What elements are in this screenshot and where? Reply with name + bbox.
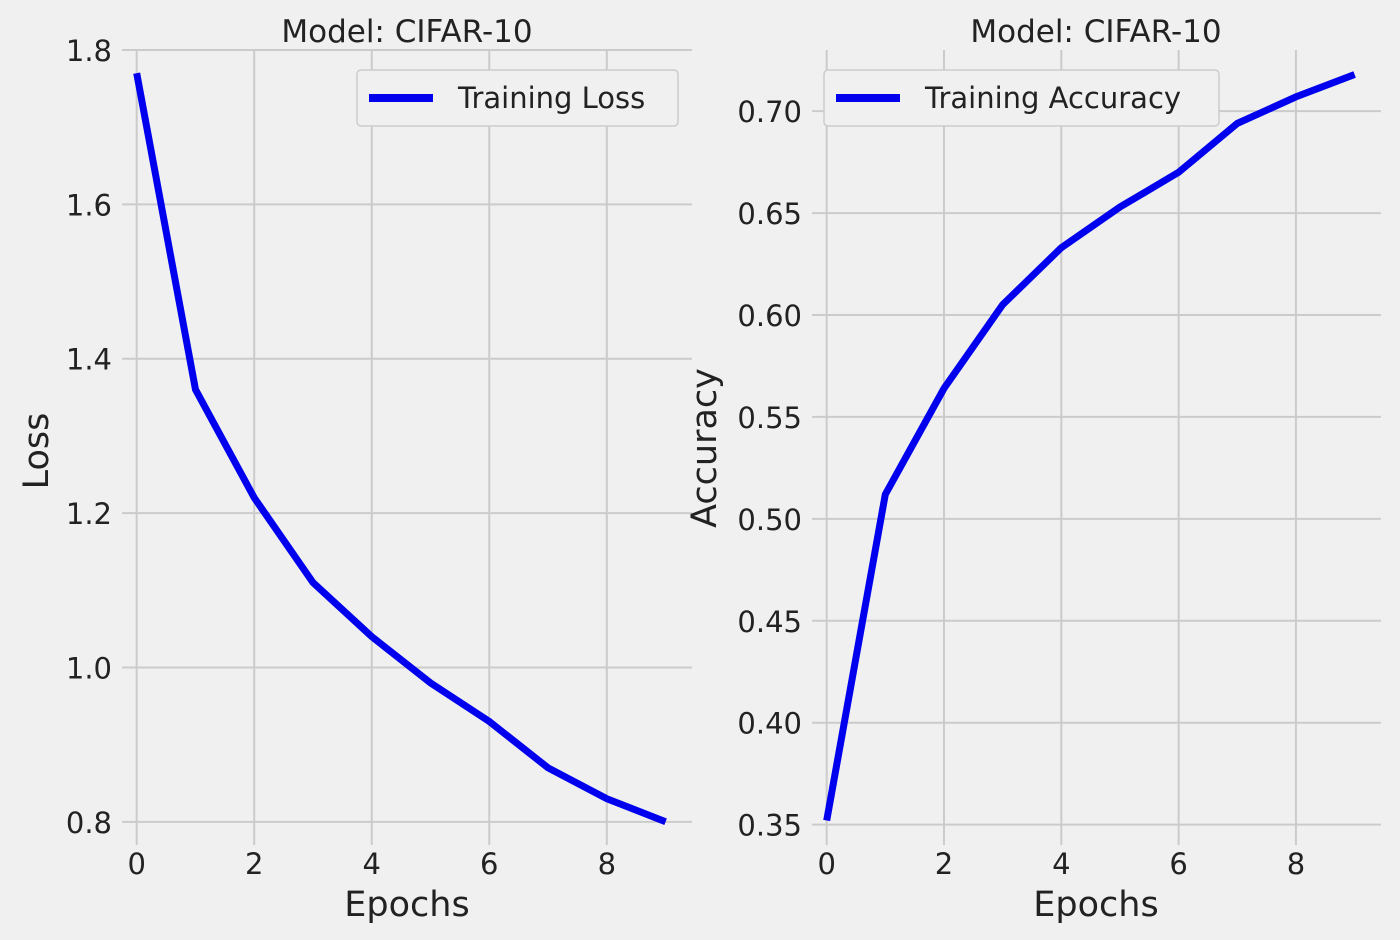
loss-chart-y-tick-label: 1.4 bbox=[66, 343, 112, 377]
loss-chart-y-tick-label: 1.8 bbox=[66, 34, 112, 68]
accuracy-chart-legend-label: Training Accuracy bbox=[924, 81, 1181, 115]
accuracy-chart-y-tick-label: 0.50 bbox=[737, 503, 802, 537]
accuracy-chart-y-tick-label: 0.65 bbox=[737, 197, 802, 231]
accuracy-chart-series-line bbox=[823, 71, 1356, 822]
loss-chart-x-tick-label: 4 bbox=[363, 847, 381, 881]
accuracy-chart-legend-box bbox=[823, 69, 1220, 127]
accuracy-chart-x-tick-label: 4 bbox=[1052, 847, 1070, 881]
loss-chart-y-tick-label: 1.2 bbox=[66, 497, 112, 531]
loss-chart-y-tick-label: 1.6 bbox=[66, 188, 112, 222]
loss-chart: 0.8 1.0 1.2 1.4 1.6 1.8 0 2 4 6 8 Model: CIFAR-10… bbox=[17, 14, 692, 925]
accuracy-chart-x-ticks: 0 2 4 6 8 bbox=[817, 847, 1305, 881]
loss-chart-x-axis-label: Epochs bbox=[344, 885, 469, 925]
loss-chart-x-tick-label: 6 bbox=[480, 847, 498, 881]
accuracy-chart-legend: Training Accuracy bbox=[823, 69, 1220, 127]
accuracy-chart: 0.35 0.40 0.45 0.50 0.55 0.60 0.65 0.70 0 2 4 6 8 M… bbox=[685, 14, 1381, 925]
loss-chart-y-ticks: 0.8 1.0 1.2 1.4 1.6 1.8 bbox=[66, 34, 112, 840]
loss-chart-y-tick-label: 1.0 bbox=[66, 651, 112, 685]
accuracy-chart-x-axis-label: Epochs bbox=[1033, 885, 1158, 925]
accuracy-chart-x-tick-label: 0 bbox=[817, 847, 835, 881]
accuracy-chart-y-ticks: 0.35 0.40 0.45 0.50 0.55 0.60 0.65 0.70 bbox=[737, 95, 802, 842]
accuracy-chart-y-tick-label: 0.45 bbox=[737, 605, 802, 639]
accuracy-chart-y-tick-label: 0.70 bbox=[737, 95, 802, 129]
accuracy-chart-series bbox=[823, 71, 1356, 822]
loss-chart-y-axis-label: Loss bbox=[17, 413, 57, 490]
loss-chart-series-line bbox=[133, 72, 667, 826]
accuracy-chart-title: Model: CIFAR-10 bbox=[970, 14, 1221, 50]
accuracy-chart-x-tick-label: 8 bbox=[1287, 847, 1305, 881]
loss-chart-x-tick-label: 8 bbox=[598, 847, 616, 881]
loss-chart-title: Model: CIFAR-10 bbox=[281, 14, 532, 50]
loss-chart-legend-label: Training Loss bbox=[457, 81, 645, 115]
accuracy-chart-x-tick-label: 2 bbox=[935, 847, 953, 881]
accuracy-chart-y-tick-label: 0.60 bbox=[737, 299, 802, 333]
accuracy-chart-y-tick-label: 0.35 bbox=[737, 809, 802, 843]
loss-chart-legend: Training Loss bbox=[356, 69, 679, 127]
loss-chart-x-tick-label: 0 bbox=[127, 847, 145, 881]
accuracy-chart-y-tick-label: 0.55 bbox=[737, 401, 802, 435]
loss-chart-series bbox=[133, 72, 667, 826]
loss-chart-x-ticks: 0 2 4 6 8 bbox=[127, 847, 616, 881]
loss-chart-legend-box bbox=[356, 69, 679, 127]
loss-chart-y-tick-label: 0.8 bbox=[66, 806, 112, 840]
accuracy-chart-y-axis-label: Accuracy bbox=[685, 368, 725, 528]
accuracy-chart-y-tick-label: 0.40 bbox=[737, 707, 802, 741]
loss-chart-x-tick-label: 2 bbox=[245, 847, 263, 881]
accuracy-chart-x-tick-label: 6 bbox=[1169, 847, 1187, 881]
